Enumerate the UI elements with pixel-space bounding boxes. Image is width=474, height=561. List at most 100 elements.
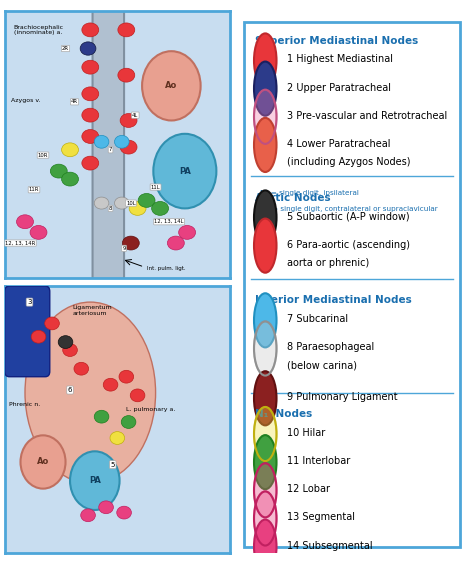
Ellipse shape — [62, 143, 79, 157]
Ellipse shape — [82, 156, 99, 170]
Ellipse shape — [82, 130, 99, 144]
Ellipse shape — [120, 113, 137, 127]
Circle shape — [70, 451, 119, 510]
Text: 7 Subcarinal: 7 Subcarinal — [287, 314, 348, 324]
Text: 4 Lower Paratracheal: 4 Lower Paratracheal — [287, 139, 390, 149]
Text: 12, 13, 14R: 12, 13, 14R — [5, 241, 36, 246]
Ellipse shape — [17, 215, 34, 229]
Text: 11L: 11L — [151, 185, 160, 190]
Ellipse shape — [82, 108, 99, 122]
Ellipse shape — [99, 501, 113, 514]
Ellipse shape — [122, 236, 139, 250]
Text: (including Azygos Nodes): (including Azygos Nodes) — [287, 157, 410, 167]
Ellipse shape — [82, 23, 99, 37]
Ellipse shape — [167, 236, 184, 250]
Text: 3: 3 — [27, 299, 32, 305]
Text: Ligamentum
arteriosum: Ligamentum arteriosum — [72, 305, 112, 316]
Ellipse shape — [62, 172, 79, 186]
Circle shape — [254, 435, 276, 489]
Ellipse shape — [82, 87, 99, 101]
Ellipse shape — [50, 164, 67, 178]
Text: Nr = single digit, ipsilateral: Nr = single digit, ipsilateral — [260, 190, 358, 196]
Text: PA: PA — [179, 167, 191, 176]
Text: Ao: Ao — [165, 81, 177, 90]
Text: 2 Upper Paratracheal: 2 Upper Paratracheal — [287, 82, 391, 93]
Ellipse shape — [74, 362, 89, 375]
Text: Superior Mediastinal Nodes: Superior Mediastinal Nodes — [255, 35, 419, 45]
Ellipse shape — [94, 197, 109, 209]
Text: 4L: 4L — [132, 113, 138, 118]
Text: Azygos v.: Azygos v. — [11, 98, 41, 103]
Ellipse shape — [45, 317, 59, 330]
Ellipse shape — [118, 68, 135, 82]
Ellipse shape — [80, 42, 96, 55]
Ellipse shape — [120, 140, 137, 154]
Circle shape — [254, 34, 276, 88]
Circle shape — [254, 463, 276, 517]
Text: 14 Subsegmental: 14 Subsegmental — [287, 541, 372, 550]
Text: Aortic Nodes: Aortic Nodes — [255, 192, 331, 203]
Circle shape — [254, 90, 276, 144]
FancyBboxPatch shape — [5, 286, 50, 377]
Text: (below carina): (below carina) — [287, 361, 356, 371]
Text: 3 Pre-vascular and Retrotracheal: 3 Pre-vascular and Retrotracheal — [287, 111, 447, 121]
Text: Inferior Mediastinal Nodes: Inferior Mediastinal Nodes — [255, 296, 412, 305]
Text: 5 Subaortic (A-P window): 5 Subaortic (A-P window) — [287, 211, 409, 222]
Circle shape — [254, 371, 276, 425]
Text: 10R: 10R — [38, 153, 48, 158]
Circle shape — [254, 62, 276, 116]
Text: aorta or phrenic): aorta or phrenic) — [287, 258, 369, 268]
Circle shape — [254, 118, 276, 172]
Text: N₁  Nodes: N₁ Nodes — [255, 409, 312, 419]
Text: 4R: 4R — [71, 99, 78, 104]
Ellipse shape — [25, 302, 155, 484]
Text: Nx = single digit, contralateral or supraclavicular: Nx = single digit, contralateral or supr… — [260, 205, 438, 211]
Ellipse shape — [110, 431, 125, 444]
Text: 5: 5 — [110, 462, 115, 468]
FancyBboxPatch shape — [92, 8, 124, 280]
Ellipse shape — [31, 330, 46, 343]
Text: Phrenic n.: Phrenic n. — [9, 402, 40, 407]
Text: 9 Pulmonary Ligament: 9 Pulmonary Ligament — [287, 392, 397, 402]
Ellipse shape — [119, 370, 134, 383]
Circle shape — [254, 519, 276, 561]
Ellipse shape — [179, 226, 196, 240]
Text: 2R: 2R — [62, 46, 69, 51]
Ellipse shape — [30, 226, 47, 240]
Ellipse shape — [152, 201, 169, 215]
Circle shape — [20, 435, 65, 489]
Text: 6: 6 — [68, 387, 72, 393]
Ellipse shape — [129, 201, 146, 215]
Text: 8: 8 — [109, 206, 112, 211]
Circle shape — [254, 491, 276, 545]
Ellipse shape — [94, 135, 109, 148]
Text: 1 Highest Mediastinal: 1 Highest Mediastinal — [287, 54, 392, 65]
Ellipse shape — [63, 344, 77, 356]
Circle shape — [254, 321, 276, 375]
Ellipse shape — [118, 23, 135, 37]
Ellipse shape — [121, 416, 136, 429]
Text: L. pulmonary a.: L. pulmonary a. — [126, 407, 176, 412]
Text: 12 Lobar: 12 Lobar — [287, 484, 329, 494]
Ellipse shape — [81, 509, 95, 522]
Ellipse shape — [115, 197, 129, 209]
Text: Ao: Ao — [37, 457, 49, 467]
Text: Int. pulm. ligt.: Int. pulm. ligt. — [146, 266, 185, 271]
Text: 9: 9 — [122, 246, 126, 251]
Text: 6 Para-aortic (ascending): 6 Para-aortic (ascending) — [287, 240, 410, 250]
Text: 10 Hilar: 10 Hilar — [287, 428, 325, 438]
Text: 7: 7 — [109, 148, 112, 152]
Text: 11R: 11R — [29, 187, 39, 192]
Ellipse shape — [58, 335, 73, 348]
Ellipse shape — [115, 135, 129, 148]
Circle shape — [254, 407, 276, 461]
Text: 8 Paraesophageal: 8 Paraesophageal — [287, 342, 374, 352]
Ellipse shape — [103, 378, 118, 391]
Ellipse shape — [82, 60, 99, 74]
Text: 11 Interlobar: 11 Interlobar — [287, 456, 350, 466]
Ellipse shape — [117, 506, 131, 519]
Circle shape — [254, 190, 276, 245]
Text: 13 Segmental: 13 Segmental — [287, 512, 355, 522]
Text: PA: PA — [89, 476, 101, 485]
Circle shape — [254, 293, 276, 347]
